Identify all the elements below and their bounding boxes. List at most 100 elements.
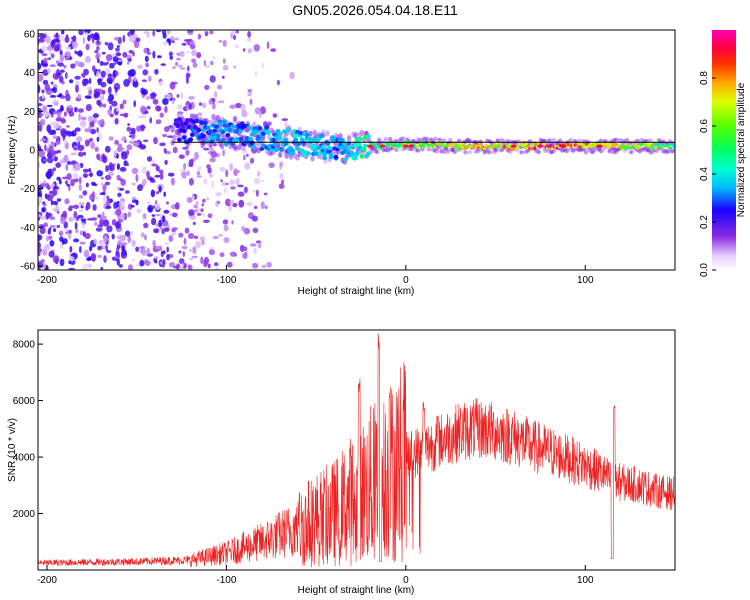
spectrogram-noise-blob bbox=[78, 201, 85, 206]
spectrogram-noise-blob bbox=[46, 147, 49, 152]
spectrogram-noise-blob bbox=[99, 221, 103, 226]
spectrogram-noise-blob bbox=[221, 182, 227, 186]
spectrogram-noise-blob bbox=[175, 62, 178, 66]
spectrogram-noise-blob bbox=[177, 64, 184, 68]
spectrogram-noise-blob bbox=[196, 52, 202, 59]
spectrogram-noise-blob bbox=[213, 262, 219, 267]
spectrogram-noise-blob bbox=[46, 235, 49, 242]
spectrogram-noise-blob bbox=[64, 72, 68, 79]
spectrogram-noise-blob bbox=[126, 162, 129, 167]
spectrogram-noise-blob bbox=[97, 254, 102, 259]
spectrogram-noise-blob bbox=[204, 84, 210, 90]
spectrogram-signal-halo bbox=[463, 150, 468, 155]
spectrogram-noise-blob bbox=[105, 244, 108, 252]
spectrogram-noise-blob bbox=[91, 191, 95, 199]
spectrogram-signal-cell bbox=[343, 157, 349, 162]
spectrogram-signal-halo bbox=[519, 150, 524, 155]
spectrogram-noise-blob bbox=[137, 115, 145, 119]
spectrogram-noise-blob bbox=[146, 156, 153, 162]
spectrogram-noise-blob bbox=[146, 105, 151, 110]
spectrogram-noise-blob bbox=[73, 204, 79, 209]
spectrogram-noise-blob bbox=[50, 152, 56, 157]
spectrogram-noise-blob bbox=[168, 51, 173, 57]
spectrogram-noise-blob bbox=[186, 197, 193, 203]
spectrogram-noise-blob bbox=[178, 258, 185, 265]
spectrogram-noise-blob bbox=[101, 240, 106, 249]
spectrogram-hotspot bbox=[408, 144, 415, 148]
spectrogram-noise-blob bbox=[146, 200, 151, 205]
spectrogram-noise-blob bbox=[229, 199, 235, 205]
spectrogram-signal-halo bbox=[409, 147, 414, 152]
spectrogram-noise-blob bbox=[96, 136, 100, 142]
spectrogram-noise-blob bbox=[74, 163, 81, 171]
spectrogram-noise-blob bbox=[256, 170, 261, 177]
spectrogram-noise-blob bbox=[95, 53, 100, 60]
spectrogram-noise-blob bbox=[49, 194, 55, 199]
spectrogram-noise-blob bbox=[163, 227, 170, 232]
spectrogram-noise-blob bbox=[119, 178, 124, 182]
spectrogram-noise-blob bbox=[244, 162, 251, 170]
spectrogram-noise-blob bbox=[229, 179, 234, 186]
snr-ytick-label: 8000 bbox=[13, 340, 36, 351]
spectrogram-noise-blob bbox=[43, 222, 48, 228]
spectrogram-noise-blob bbox=[253, 247, 257, 255]
spectrogram-noise-blob bbox=[115, 52, 122, 57]
spectrogram-signal-halo bbox=[232, 115, 238, 122]
spectrogram-noise-blob bbox=[143, 139, 149, 143]
spectrogram-noise-blob bbox=[188, 177, 194, 186]
spectrogram-noise-blob bbox=[202, 213, 206, 217]
spectrogram-noise-blob bbox=[119, 188, 125, 191]
spectrogram-signal-cell bbox=[189, 132, 195, 137]
spectrogram-noise-blob bbox=[78, 113, 81, 121]
spectrogram-noise-blob bbox=[231, 220, 234, 225]
spectrogram-noise-blob bbox=[268, 162, 275, 168]
spectrogram-noise-blob bbox=[100, 215, 108, 220]
spectrogram-noise-blob bbox=[90, 128, 97, 135]
spectrogram-noise-blob bbox=[203, 59, 207, 67]
spectrogram-noise-blob bbox=[108, 79, 113, 85]
spectrogram-signal-cell bbox=[529, 146, 534, 150]
spectrogram-noise-blob bbox=[104, 42, 109, 46]
spectrogram-signal-cell bbox=[272, 142, 278, 147]
spectrogram-noise-blob bbox=[272, 113, 278, 118]
spectrogram-noise-blob bbox=[209, 157, 216, 163]
spectrogram-noise-blob bbox=[149, 177, 155, 182]
spectrogram-signal-halo bbox=[551, 149, 556, 154]
spectrogram-noise-blob bbox=[195, 200, 199, 206]
spectrogram-noise-blob bbox=[144, 260, 151, 266]
spectrogram-noise-blob bbox=[109, 62, 115, 69]
spectrogram-noise-blob bbox=[48, 227, 52, 230]
spectrogram-noise-blob bbox=[173, 37, 180, 41]
spectrogram-noise-blob bbox=[241, 110, 248, 118]
spectrogram-noise-blob bbox=[83, 249, 90, 258]
spectrogram-noise-blob bbox=[97, 245, 102, 251]
spectrogram-noise-blob bbox=[107, 175, 112, 180]
spectrogram-signal-cell bbox=[249, 132, 255, 137]
spectrogram-noise-blob bbox=[156, 191, 160, 195]
spectrogram-noise-blob bbox=[63, 154, 69, 162]
spectrogram-noise-blob bbox=[229, 104, 236, 109]
spectrogram-noise-blob bbox=[58, 179, 62, 185]
colorbar-tick-label: 0.0 bbox=[699, 263, 710, 277]
spectrogram-signal-halo bbox=[359, 129, 365, 136]
spectrogram-signal-cell bbox=[416, 145, 420, 150]
spectrogram-noise-blob bbox=[143, 222, 149, 229]
spectrogram-noise-blob bbox=[50, 121, 57, 126]
spectrogram-noise-blob bbox=[122, 34, 126, 43]
spectrogram-signal-halo bbox=[400, 136, 406, 141]
spectrogram-noise-blob bbox=[223, 187, 227, 194]
spectrogram-noise-blob bbox=[152, 205, 156, 209]
spectrogram-signal-cell bbox=[651, 147, 655, 151]
spectrogram-noise-blob bbox=[131, 239, 136, 247]
spectrogram-noise-blob bbox=[68, 217, 73, 223]
colorbar-tick-label: 0.6 bbox=[699, 119, 710, 133]
spectrogram-noise-blob bbox=[210, 150, 217, 158]
spectrogram-noise-blob bbox=[166, 30, 171, 35]
spectrogram-noise-blob bbox=[208, 249, 215, 256]
spectrogram-noise-blob bbox=[52, 255, 60, 264]
spectrogram-signal-cell bbox=[354, 151, 360, 156]
spectrogram-noise-blob bbox=[154, 175, 161, 178]
spectrogram-signal-cell bbox=[458, 143, 462, 147]
spectrogram-noise-blob bbox=[247, 31, 252, 38]
spectrogram-signal-cell bbox=[238, 137, 244, 142]
